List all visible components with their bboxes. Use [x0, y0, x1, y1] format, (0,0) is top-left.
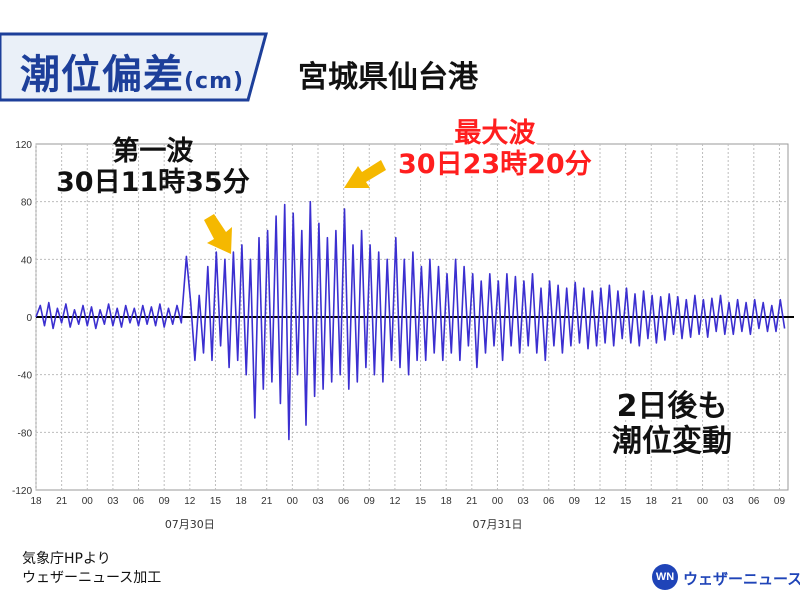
- after-line1: 2日後も: [616, 389, 728, 424]
- x-tick-label: 06: [338, 496, 350, 507]
- x-tick-label: 18: [30, 496, 42, 507]
- x-tick-label: 00: [82, 496, 94, 507]
- y-tick-label: -40: [18, 371, 33, 382]
- x-tick-label: 00: [697, 496, 709, 507]
- x-tick-label: 09: [159, 496, 171, 507]
- x-tick-label: 03: [107, 496, 119, 507]
- x-tick-label: 06: [133, 496, 145, 507]
- after-line2: 潮位変動: [612, 423, 732, 459]
- first-wave-time: 30日11時35分: [56, 167, 250, 199]
- x-tick-label: 06: [543, 496, 555, 507]
- weathernews-logo: WN ウェザーニュース: [652, 564, 800, 594]
- max-wave-time: 30日23時20分: [398, 149, 592, 181]
- x-tick-label: 18: [441, 496, 453, 507]
- y-tick-label: 0: [26, 313, 32, 324]
- source-line1: 気象庁HPより: [22, 551, 111, 567]
- x-tick-label: 15: [415, 496, 427, 507]
- x-tick-label: 21: [466, 496, 478, 507]
- x-tick-label: 03: [723, 496, 735, 507]
- source-line2: ウェザーニュース加工: [22, 569, 162, 586]
- x-tick-label: 09: [569, 496, 581, 507]
- x-tick-label: 03: [312, 496, 324, 507]
- x-tick-label: 09: [364, 496, 376, 507]
- y-tick-label: 80: [21, 198, 33, 209]
- max-wave-arrow-icon: [344, 160, 386, 188]
- x-tick-label: 15: [210, 496, 222, 507]
- x-tick-label: 09: [774, 496, 786, 507]
- date-label: 07月31日: [472, 518, 522, 531]
- first-wave-annotation: 第一波 30日11時35分: [56, 136, 250, 198]
- max-wave-annotation: 最大波 30日23時20分: [398, 118, 592, 180]
- x-tick-label: 15: [620, 496, 632, 507]
- y-tick-label: 40: [21, 255, 33, 266]
- logo-badge-icon: WN: [652, 564, 678, 590]
- logo-text: ウェザーニュース: [683, 570, 800, 588]
- date-label: 07月30日: [165, 518, 215, 531]
- x-tick-label: 12: [184, 496, 196, 507]
- location-label: 宮城県仙台港: [298, 60, 478, 95]
- after-annotation: 2日後も 潮位変動: [612, 389, 732, 459]
- x-tick-label: 00: [492, 496, 504, 507]
- x-tick-label: 12: [389, 496, 401, 507]
- title-unit: (cm): [184, 69, 245, 94]
- first-wave-arrow-icon: [204, 214, 232, 254]
- y-tick-label: 120: [15, 140, 32, 151]
- x-tick-label: 12: [594, 496, 606, 507]
- title-banner: [0, 32, 268, 102]
- title-banner-frame: [0, 32, 268, 102]
- x-tick-label: 06: [748, 496, 760, 507]
- x-tick-label: 21: [56, 496, 68, 507]
- page-title: 潮位偏差(cm): [20, 42, 244, 100]
- x-tick-label: 18: [236, 496, 248, 507]
- x-tick-label: 00: [287, 496, 299, 507]
- tide-deviation-series: [35, 200, 786, 441]
- max-wave-label: 最大波: [454, 118, 536, 149]
- x-tick-label: 03: [518, 496, 530, 507]
- x-tick-label: 18: [646, 496, 658, 507]
- y-tick-label: -80: [18, 428, 33, 439]
- first-wave-label: 第一波: [112, 136, 194, 167]
- y-tick-label: -120: [12, 486, 32, 497]
- source-credit: 気象庁HPより ウェザーニュース加工: [22, 550, 161, 588]
- title-text: 潮位偏差: [20, 52, 184, 98]
- x-tick-label: 21: [261, 496, 273, 507]
- x-tick-label: 21: [671, 496, 683, 507]
